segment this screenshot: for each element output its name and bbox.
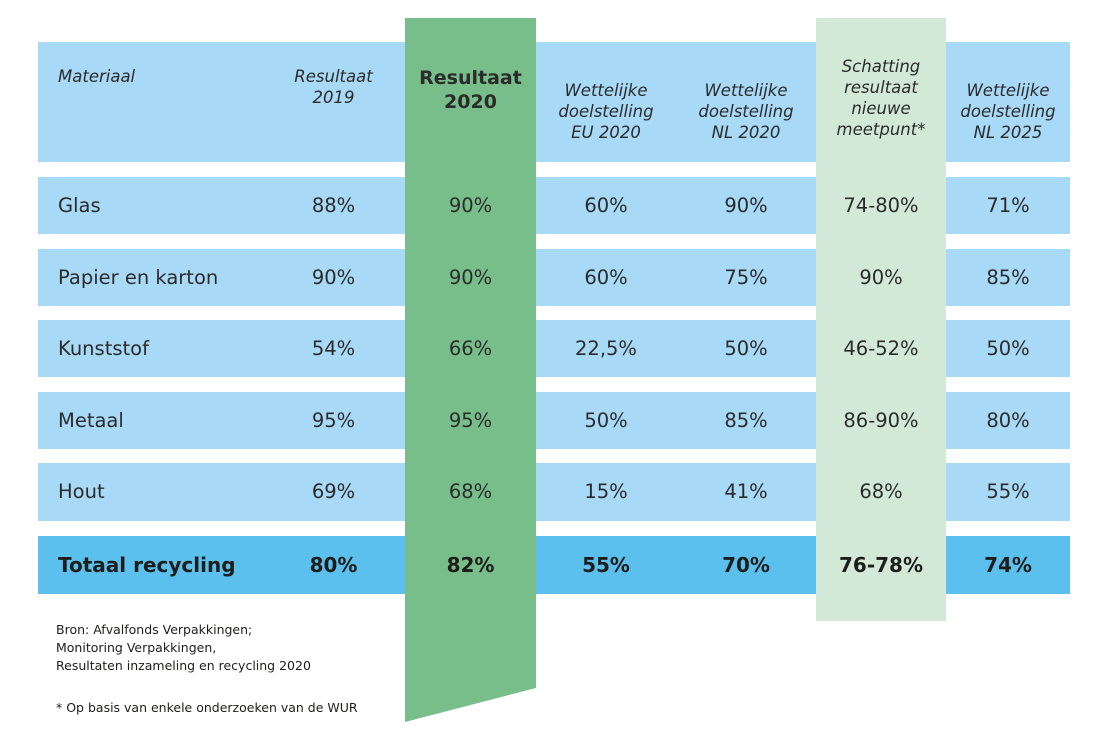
table-cell: 90%: [448, 194, 493, 217]
row-label: Metaal: [58, 409, 124, 432]
total-cell: 70%: [722, 553, 770, 577]
row-label: Glas: [58, 194, 101, 217]
source-line: Resultaten inzameling en recycling 2020: [56, 658, 311, 673]
column-header-resultaat-2020: Resultaat 2020: [419, 67, 522, 113]
table-cell: 68%: [448, 480, 493, 503]
total-cell: 76-78%: [838, 553, 923, 577]
table-cell: 88%: [311, 194, 356, 217]
table-cell: 46-52%: [843, 337, 919, 360]
table-cell: 95%: [448, 409, 493, 432]
table-cell: 50%: [584, 409, 628, 432]
row-label: Kunststof: [58, 337, 149, 360]
table-cell: 69%: [311, 480, 356, 503]
column-header-schatting: Schatting resultaat nieuwe meetpunt*: [836, 57, 926, 139]
total-label: Totaal recycling: [58, 553, 236, 577]
table-cell: 74-80%: [843, 194, 919, 217]
source-line: Monitoring Verpakkingen,: [56, 640, 217, 655]
column-header-nl-2020: Wettelijke doelstelling NL 2020: [698, 81, 794, 142]
source-note: Bron: Afvalfonds Verpakkingen; Monitorin…: [56, 621, 311, 675]
table-cell: 66%: [448, 337, 493, 360]
column-header-eu-2020: Wettelijke doelstelling EU 2020: [558, 81, 654, 142]
highlight-column-estimate: [816, 18, 946, 621]
table-cell: 90%: [448, 266, 493, 289]
table-cell: 22,5%: [575, 337, 637, 360]
highlight-column-2020: [405, 18, 536, 722]
total-cell: 80%: [309, 553, 358, 577]
asterisk-note: * Op basis van enkele onderzoeken van de…: [56, 700, 358, 715]
table-cell: 75%: [724, 266, 768, 289]
total-cell: 74%: [984, 553, 1032, 577]
column-header-resultaat-2019: Resultaat 2019: [294, 67, 373, 107]
table-cell: 71%: [986, 194, 1030, 217]
table-cell: 50%: [986, 337, 1030, 360]
table-cell: 80%: [986, 409, 1030, 432]
table-cell: 85%: [724, 409, 768, 432]
table-cell: 90%: [859, 266, 903, 289]
total-cell: 82%: [446, 553, 495, 577]
column-header-materiaal: Materiaal: [58, 67, 136, 86]
table-cell: 68%: [859, 480, 903, 503]
table-cell: 41%: [724, 480, 768, 503]
table-cell: 95%: [311, 409, 356, 432]
table-cell: 60%: [584, 266, 628, 289]
row-label: Papier en karton: [58, 266, 219, 289]
total-cell: 55%: [582, 553, 630, 577]
table-cell: 15%: [584, 480, 628, 503]
row-label: Hout: [58, 480, 105, 503]
table-cell: 90%: [311, 266, 356, 289]
table-cell: 86-90%: [843, 409, 919, 432]
column-header-nl-2025: Wettelijke doelstelling NL 2025: [960, 81, 1056, 142]
table-cell: 60%: [584, 194, 628, 217]
table-cell: 54%: [311, 337, 356, 360]
table-cell: 50%: [724, 337, 768, 360]
source-line: Bron: Afvalfonds Verpakkingen;: [56, 622, 253, 637]
table-cell: 90%: [724, 194, 768, 217]
table-cell: 85%: [986, 266, 1030, 289]
table-cell: 55%: [986, 480, 1030, 503]
